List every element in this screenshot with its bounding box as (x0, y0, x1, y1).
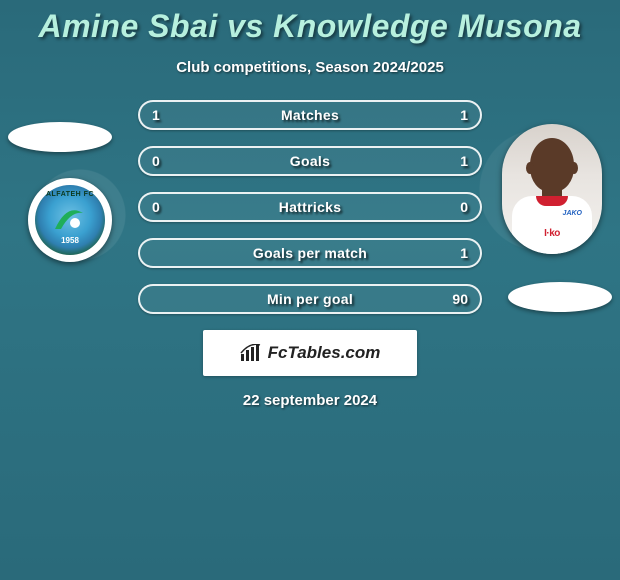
stat-label: Matches (281, 107, 339, 123)
stat-right-value: 0 (460, 199, 468, 215)
stat-label: Hattricks (279, 199, 342, 215)
stat-rows: 1 Matches 1 0 Goals 1 0 Hattricks 0 Goal… (0, 100, 620, 314)
content-root: Amine Sbai vs Knowledge Musona Club comp… (0, 0, 620, 409)
stat-right-value: 1 (460, 245, 468, 261)
fctables-label: FcTables.com (268, 343, 381, 363)
subtitle: Club competitions, Season 2024/2025 (0, 59, 620, 76)
stat-row-goals: 0 Goals 1 (138, 146, 482, 176)
stat-label: Goals per match (253, 245, 367, 261)
stat-right-value: 90 (452, 291, 468, 307)
stat-right-value: 1 (460, 107, 468, 123)
bars-chart-icon (240, 344, 262, 362)
stat-left-value: 0 (152, 199, 160, 215)
stat-row-hattricks: 0 Hattricks 0 (138, 192, 482, 222)
stat-right-value: 1 (460, 153, 468, 169)
fctables-attribution: FcTables.com (203, 330, 417, 376)
stat-label: Min per goal (267, 291, 353, 307)
page-title: Amine Sbai vs Knowledge Musona (0, 8, 620, 45)
stat-left-value: 1 (152, 107, 160, 123)
stat-label: Goals (290, 153, 330, 169)
stat-left-value: 0 (152, 153, 160, 169)
stat-row-matches: 1 Matches 1 (138, 100, 482, 130)
stat-row-goals-per-match: Goals per match 1 (138, 238, 482, 268)
stat-row-min-per-goal: Min per goal 90 (138, 284, 482, 314)
date-label: 22 september 2024 (0, 392, 620, 409)
